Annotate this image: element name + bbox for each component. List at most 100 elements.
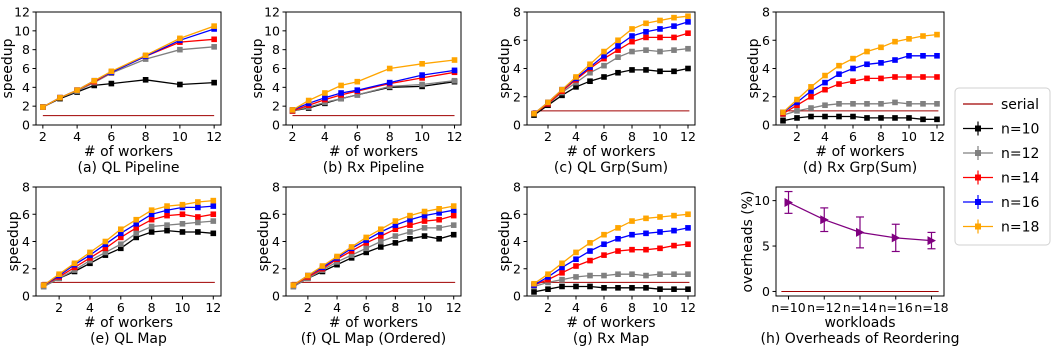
y-tick-label: 0: [513, 289, 521, 304]
x-tick-label: 4: [333, 300, 341, 315]
y-axis-label: overheads (%): [740, 191, 756, 293]
data-point: [878, 44, 884, 51]
x-tick-label: 6: [117, 300, 125, 315]
data-point: [559, 276, 565, 283]
data-point: [531, 289, 537, 295]
data-point: [164, 227, 170, 234]
data-point: [629, 246, 635, 253]
data-point: [836, 101, 842, 107]
data-point: [338, 82, 344, 89]
data-point: [587, 69, 593, 76]
y-tick-label: 0: [22, 118, 30, 133]
x-tick-label: 6: [600, 129, 608, 144]
data-point: [386, 65, 393, 72]
legend-entry-n14: n=14: [963, 170, 1040, 187]
data-point: [117, 241, 124, 248]
data-point: [573, 74, 579, 80]
data-point: [450, 207, 457, 213]
data-point: [451, 57, 458, 63]
x-tick-label: 4: [572, 129, 580, 144]
data-point: [87, 249, 93, 256]
x-tick-label: 10: [652, 129, 668, 144]
data-point: [685, 19, 691, 25]
data-point: [211, 44, 217, 50]
data-point: [421, 218, 428, 224]
data-point: [559, 270, 565, 276]
y-tick-label: 6: [272, 207, 280, 222]
y-tick-label: 10: [14, 23, 30, 38]
data-point: [354, 78, 361, 85]
data-point: [685, 225, 691, 231]
data-point: [864, 61, 870, 68]
x-axis-label: # of workers: [566, 315, 655, 331]
data-point: [117, 234, 124, 241]
data-point: [601, 62, 607, 69]
y-tick-label: 4: [272, 80, 280, 95]
data-point: [836, 71, 842, 77]
data-point: [643, 272, 649, 279]
data-point: [195, 199, 201, 205]
data-point: [407, 222, 413, 228]
y-tick-label: 4: [22, 234, 30, 249]
y-axis-label: speedup: [6, 211, 22, 271]
data-point: [142, 56, 149, 62]
data-point: [934, 116, 940, 123]
x-tick-label: 10: [172, 129, 188, 144]
data-point: [573, 256, 579, 263]
data-point: [685, 241, 691, 248]
y-tick-label: 4: [22, 80, 30, 95]
data-point: [822, 79, 828, 86]
data-point: [133, 230, 140, 237]
data-point: [211, 36, 217, 43]
data-point: [102, 249, 109, 256]
legend-entry-n18: n=18: [963, 219, 1039, 236]
data-point: [142, 77, 149, 83]
y-tick-label: 8: [762, 5, 770, 20]
series-line-n12: [42, 46, 215, 108]
data-point: [657, 34, 663, 41]
data-point: [629, 33, 635, 39]
data-point: [587, 248, 593, 254]
x-tick-label: 10: [414, 129, 430, 144]
data-point: [657, 286, 663, 292]
data-point: [436, 206, 442, 212]
plot-frame: [285, 11, 462, 126]
data-point: [657, 68, 663, 75]
data-point: [615, 37, 621, 44]
data-point: [322, 94, 328, 101]
data-point: [878, 75, 884, 82]
series-n18: [780, 31, 940, 116]
plot-frame: [35, 11, 222, 126]
data-point: [657, 26, 663, 32]
data-point: [780, 109, 786, 116]
data-point: [407, 235, 413, 242]
data-point: [386, 79, 393, 86]
data-point: [587, 240, 593, 246]
series-n18: [40, 197, 217, 288]
data-point: [210, 203, 217, 209]
data-point: [643, 246, 649, 253]
data-point: [601, 272, 607, 279]
data-point: [195, 219, 201, 226]
data-point: [450, 203, 457, 209]
series-line-n10: [533, 285, 688, 293]
data-point: [601, 231, 607, 238]
data-point: [615, 69, 621, 76]
data-point: [164, 212, 170, 219]
data-point: [671, 227, 677, 234]
series-n12: [531, 271, 691, 290]
panel-caption: (b) Rx Pipeline: [323, 160, 425, 176]
data-point: [671, 212, 677, 219]
data-point: [377, 244, 384, 250]
series-n12: [290, 222, 457, 290]
data-point: [794, 102, 800, 109]
panel-caption: (g) Rx Map: [573, 331, 649, 347]
data-point: [57, 94, 63, 101]
y-tick-label: 2: [513, 89, 521, 104]
data-point: [808, 113, 814, 120]
data-point: [601, 74, 607, 80]
data-point: [117, 226, 124, 233]
data-point: [573, 79, 579, 86]
